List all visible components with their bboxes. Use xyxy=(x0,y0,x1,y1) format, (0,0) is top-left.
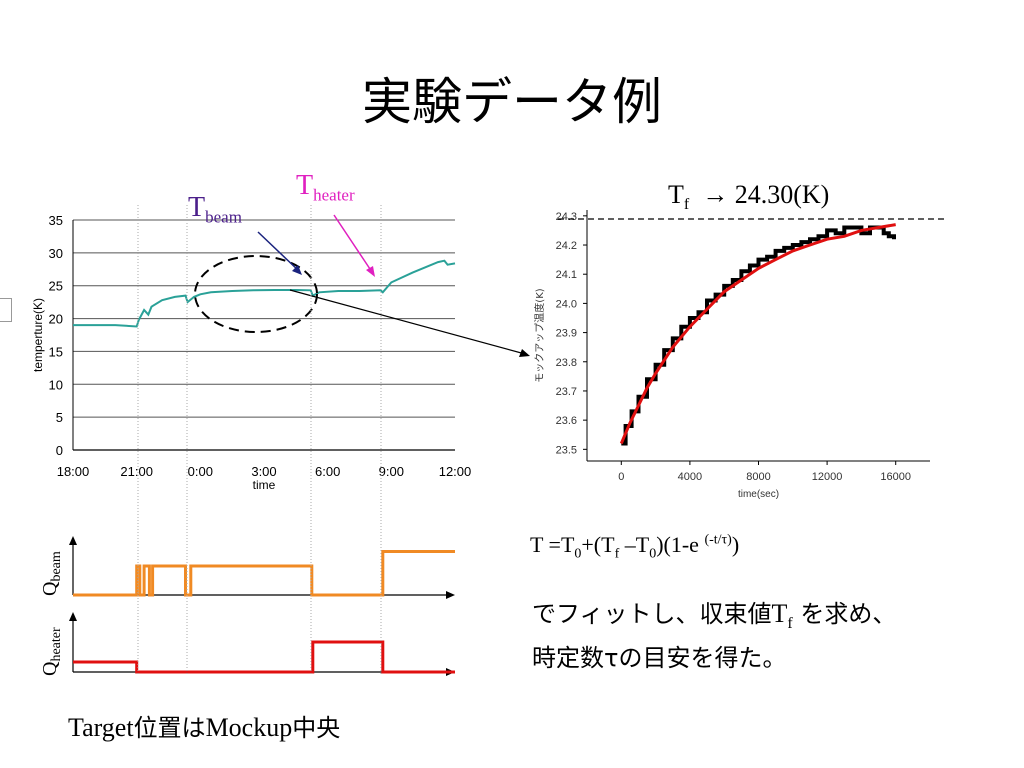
temperature-series-line xyxy=(73,259,456,328)
y-axis-label: temperture(K) xyxy=(31,298,45,372)
y-tick-label: 24.1 xyxy=(556,269,577,281)
target-caption: Target位置はMockup中央 xyxy=(68,713,341,742)
zoom-arrowhead xyxy=(519,349,530,357)
y-axis-label: モックアップ温度(K) xyxy=(533,288,546,382)
tf-convergence-label: Tf → 24.30(K) xyxy=(668,180,830,214)
x-tick-label: 6:00 xyxy=(315,464,340,479)
y-tick-label: 24.0 xyxy=(556,298,577,310)
qbeam-y-arrowhead xyxy=(69,536,77,545)
x-tick-label: 9:00 xyxy=(379,464,404,479)
qbeam-axis-label: Qbeam xyxy=(39,551,64,596)
y-tick-label: 24.3 xyxy=(556,211,577,223)
y-tick-label: 23.5 xyxy=(556,444,577,456)
qheater-axis-label: Qheater xyxy=(39,627,64,676)
y-tick-label: 23.6 xyxy=(556,415,577,427)
y-tick-label: 15 xyxy=(49,344,63,359)
x-tick-label: 12:00 xyxy=(439,464,472,479)
fit-note-line2: 時定数τの目安を得た。 xyxy=(532,644,787,672)
x-axis-label: time(sec) xyxy=(738,489,779,500)
x-tick-label: 8000 xyxy=(746,471,770,483)
x-axis-label: time xyxy=(253,478,276,492)
x-tick-label: 16000 xyxy=(880,471,911,483)
y-tick-label: 23.9 xyxy=(556,328,577,340)
tbeam-label: Tbeam xyxy=(188,192,242,227)
qbeam-x-arrowhead xyxy=(446,591,455,599)
x-tick-label: 3:00 xyxy=(251,464,276,479)
measured-data-series xyxy=(621,225,896,446)
qheater-series-line xyxy=(73,640,455,674)
x-tick-label: 12000 xyxy=(812,471,843,483)
fit-curve-series xyxy=(619,223,896,445)
y-tick-label: 10 xyxy=(49,377,63,392)
tbeam-arrowhead xyxy=(292,265,302,275)
y-tick-label: 5 xyxy=(56,410,63,425)
qheater-y-arrowhead xyxy=(69,612,77,621)
x-tick-label: 0 xyxy=(618,471,624,483)
slide-edge-box xyxy=(0,298,12,322)
y-tick-label: 0 xyxy=(56,443,63,458)
y-tick-label: 30 xyxy=(49,246,63,261)
y-tick-label: 35 xyxy=(49,213,63,228)
zoom-arrow xyxy=(289,289,526,355)
x-tick-label: 0:00 xyxy=(188,464,213,479)
tbeam-arrow xyxy=(257,231,301,273)
x-tick-label: 4000 xyxy=(678,471,702,483)
x-tick-label: 18:00 xyxy=(57,464,90,479)
fit-formula: T =T0+(Tf –T0)(1-e (-t/τ)) xyxy=(530,532,740,562)
y-tick-label: 23.8 xyxy=(556,357,577,369)
y-tick-label: 24.2 xyxy=(556,240,577,252)
theater-arrow xyxy=(333,214,373,273)
theater-label: Theater xyxy=(296,170,355,205)
highlight-ellipse xyxy=(194,255,318,333)
y-tick-label: 25 xyxy=(49,279,63,294)
qbeam-series-line xyxy=(73,550,455,597)
y-tick-label: 20 xyxy=(49,312,63,327)
theater-arrowhead xyxy=(366,266,375,277)
slide-title: 実験データ例 xyxy=(362,73,662,131)
x-tick-label: 21:00 xyxy=(120,464,153,479)
y-tick-label: 23.7 xyxy=(556,386,577,398)
fit-note-line1: でフィットし、収束値Tf を求め、 xyxy=(532,599,897,632)
